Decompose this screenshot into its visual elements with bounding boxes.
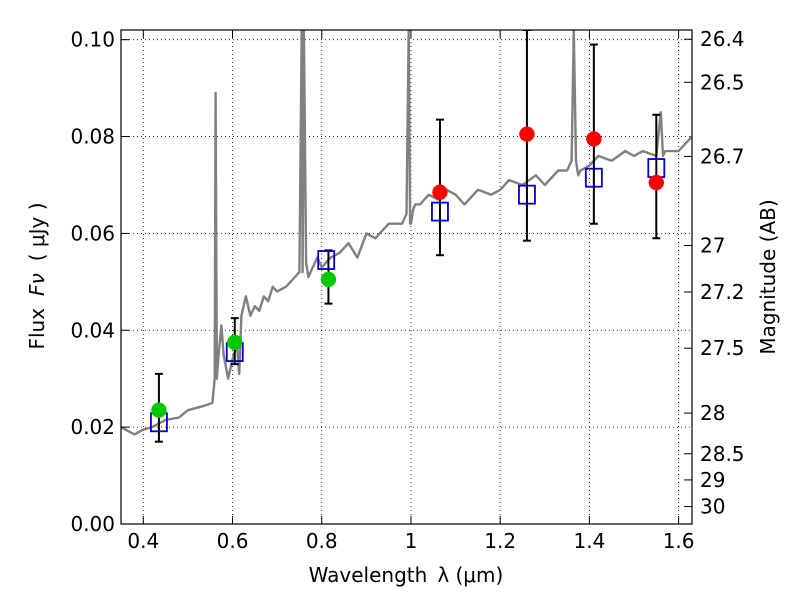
observed-point bbox=[586, 131, 602, 147]
y-axis-unit: ( μJy ) bbox=[25, 202, 49, 261]
y2-tick-label: 27 bbox=[700, 234, 725, 258]
x-tick-label: 0.4 bbox=[127, 529, 159, 553]
plot-frame bbox=[120, 29, 693, 525]
observed-point bbox=[432, 184, 448, 200]
model-square bbox=[584, 167, 603, 188]
y2-tick-label: 28.5 bbox=[700, 442, 745, 466]
y2-tick-label: 26.7 bbox=[700, 144, 745, 168]
x-tick-label: 0.6 bbox=[217, 529, 249, 553]
x-tick-label: 1 bbox=[405, 529, 418, 553]
observed-point bbox=[151, 402, 167, 418]
observed-point bbox=[320, 271, 337, 288]
y-tick-label: 0.04 bbox=[70, 318, 115, 342]
y2-tick-label: 26.4 bbox=[700, 27, 745, 51]
x-tick-label: 1.4 bbox=[573, 529, 605, 553]
y-axis-title: Flux Fν ( μJy ) bbox=[25, 202, 49, 349]
x-axis-symbol: λ (μm) bbox=[437, 563, 503, 587]
ticks-layer bbox=[121, 30, 692, 525]
y2-axis-title: Magnitude (AB) bbox=[756, 199, 780, 354]
y2-tick-label: 30 bbox=[700, 495, 725, 519]
y2-tick-label: 28 bbox=[700, 401, 725, 425]
y2-tick-label: 27.2 bbox=[700, 280, 745, 304]
x-tick-label: 0.8 bbox=[306, 529, 338, 553]
x-tick-label: 1.6 bbox=[663, 529, 695, 553]
y-tick-label: 0.02 bbox=[70, 415, 115, 439]
spectrum-line bbox=[121, 30, 692, 436]
y-tick-label: 0.08 bbox=[70, 125, 115, 149]
x-axis-title: Wavelength λ (μm) bbox=[309, 563, 504, 587]
y-tick-label: 0.10 bbox=[70, 28, 115, 52]
grid-layer bbox=[121, 30, 692, 525]
y-axis-label: Flux bbox=[25, 308, 49, 350]
y-tick-label: 0.06 bbox=[70, 221, 115, 245]
y-tick-label: 0.00 bbox=[70, 512, 115, 536]
observed-point bbox=[519, 126, 535, 142]
y2-tick-label: 27.5 bbox=[700, 336, 745, 360]
y2-tick-label: 29 bbox=[700, 468, 725, 492]
x-tick-label: 1.2 bbox=[484, 529, 516, 553]
y-axis-symbol: Fν bbox=[25, 273, 49, 296]
model-square bbox=[317, 250, 336, 270]
observed-point bbox=[227, 334, 243, 351]
x-axis-label: Wavelength bbox=[309, 563, 428, 587]
y2-tick-label: 26.5 bbox=[700, 70, 745, 94]
labels-layer: 0.4 0.6 0.8 1 1.2 1.4 1.6 0.00 0.02 0.04 0.06 0.08 0… bbox=[70, 27, 744, 553]
model-square bbox=[518, 184, 536, 205]
model-square bbox=[431, 201, 449, 222]
observed-point bbox=[648, 174, 665, 191]
plot-area bbox=[121, 30, 692, 443]
